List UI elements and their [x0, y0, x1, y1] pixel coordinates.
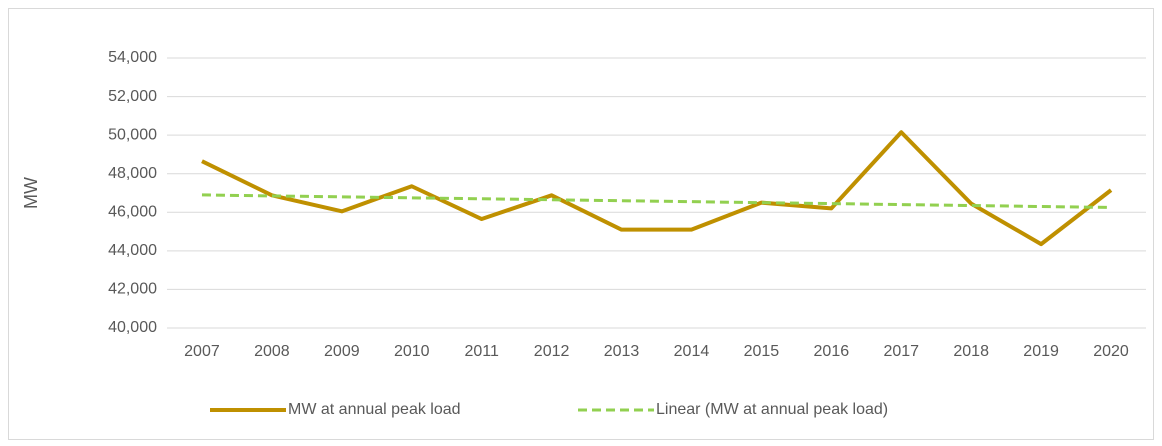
y-tick-label: 52,000 [108, 88, 157, 105]
x-tick-label: 2013 [604, 343, 640, 360]
y-tick-label: 42,000 [108, 281, 157, 298]
x-tick-label: 2019 [1023, 343, 1059, 360]
y-tick-label: 46,000 [108, 204, 157, 221]
x-tick-label: 2008 [254, 343, 290, 360]
x-tick-label: 2009 [324, 343, 360, 360]
y-tick-label: 54,000 [108, 49, 157, 66]
x-tick-label: 2017 [883, 343, 919, 360]
x-tick-label: 2010 [394, 343, 430, 360]
x-tick-label: 2012 [534, 343, 570, 360]
y-axis-label: MW [21, 177, 41, 209]
y-tick-label: 50,000 [108, 126, 157, 143]
x-tick-label: 2007 [184, 343, 220, 360]
chart-frame [8, 8, 1154, 440]
y-tick-label: 40,000 [108, 319, 157, 336]
x-tick-label: 2011 [464, 343, 499, 360]
y-tick-label: 44,000 [108, 242, 157, 259]
x-tick-label: 2016 [814, 343, 850, 360]
legend-label: Linear (MW at annual peak load) [656, 401, 888, 418]
x-tick-label: 2018 [953, 343, 989, 360]
series-line [201, 130, 1113, 247]
legend-label: MW at annual peak load [288, 401, 461, 418]
y-tick-label: 48,000 [108, 165, 157, 182]
x-tick-label: 2015 [744, 343, 780, 360]
series-line [201, 193, 1112, 209]
x-tick-label: 2020 [1093, 343, 1129, 360]
x-tick-label: 2014 [674, 343, 710, 360]
